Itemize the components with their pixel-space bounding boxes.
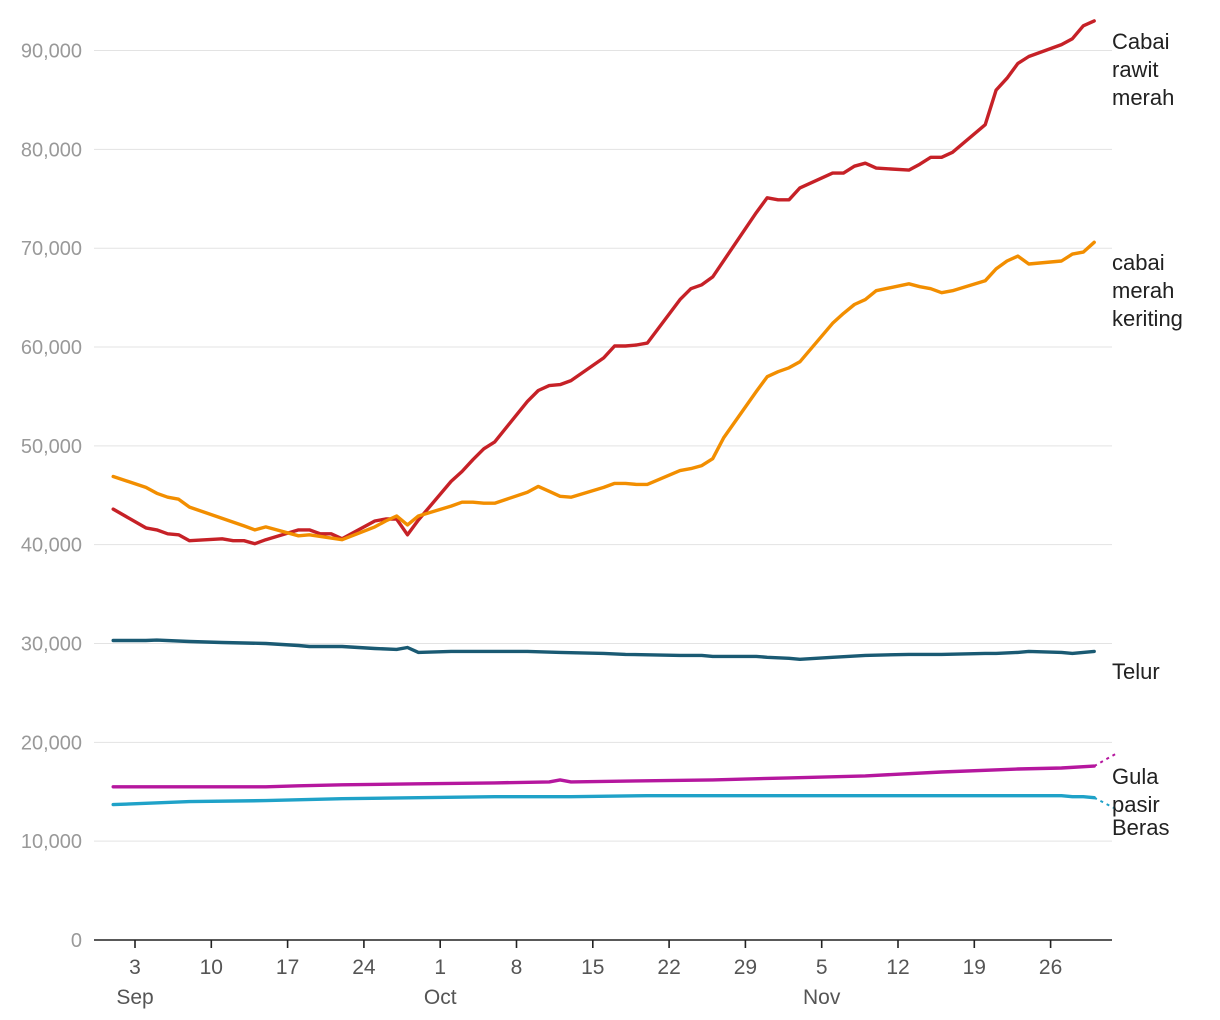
x-tick-label: 10: [200, 956, 223, 979]
series-label-gula-pasir: Gula pasir: [1112, 764, 1160, 817]
y-tick-label: 50,000: [21, 436, 82, 458]
x-tick-label: 19: [963, 956, 986, 979]
x-month-label: Nov: [803, 986, 841, 1009]
x-tick-label: 8: [511, 956, 523, 979]
x-tick-label: 29: [734, 956, 757, 979]
x-tick-label: 22: [657, 956, 680, 979]
x-tick-label: 17: [276, 956, 299, 979]
x-axis-ticks: 3 Sep 10 17 24 1 Oct 8 15 22 29 5 Nov 12 19 26: [116, 940, 1062, 1009]
y-tick-label: 30,000: [21, 634, 82, 656]
series-line-telur: [111, 638, 1096, 661]
series-line-beras: [111, 794, 1096, 807]
x-tick-label: 15: [581, 956, 604, 979]
x-tick-label: 1: [434, 956, 446, 979]
series-label-telur: Telur: [1112, 659, 1160, 684]
y-axis-ticks: 0 10,000 20,000 30,000 40,000 50,000 60,000 70,…: [21, 41, 82, 952]
y-tick-label: 20,000: [21, 732, 82, 754]
series-line-cabai-merah-keriting: [111, 240, 1096, 542]
series-label-cabai-merah-keriting: cabai merah keriting: [1112, 250, 1183, 331]
series-lines: [111, 19, 1116, 810]
x-month-label: Sep: [116, 986, 153, 1009]
y-tick-label: 10,000: [21, 831, 82, 853]
x-month-label: Oct: [424, 986, 457, 1009]
gridlines: [94, 50, 1112, 842]
x-tick-label: 3: [129, 956, 141, 979]
y-tick-label: 70,000: [21, 238, 82, 260]
y-tick-label: 40,000: [21, 535, 82, 557]
x-tick-label: 12: [886, 956, 909, 979]
x-tick-label: 5: [816, 956, 828, 979]
y-tick-label: 90,000: [21, 41, 82, 63]
series-labels: Cabai rawit merah cabai merah keriting Telur Gu…: [1112, 29, 1183, 840]
series-label-beras: Beras: [1112, 815, 1169, 840]
y-tick-label: 0: [71, 930, 82, 952]
x-tick-label: 26: [1039, 956, 1062, 979]
series-line-cabai-rawit-merah: [111, 19, 1096, 546]
x-tick-label: 24: [352, 956, 376, 979]
y-tick-label: 80,000: [21, 139, 82, 161]
series-label-cabai-rawit-merah: Cabai rawit merah: [1112, 29, 1174, 110]
series-line-gula-pasir: [111, 764, 1096, 789]
y-tick-label: 60,000: [21, 337, 82, 359]
